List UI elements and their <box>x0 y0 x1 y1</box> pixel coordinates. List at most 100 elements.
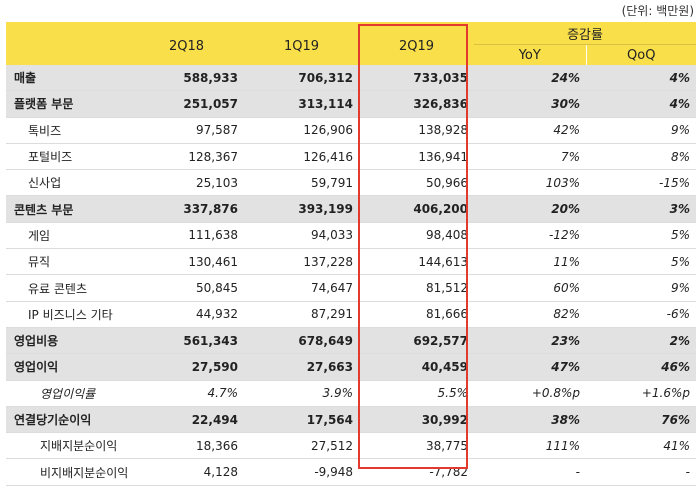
value-yoy: -12% <box>474 222 586 250</box>
value-2q18: 50,845 <box>129 274 244 302</box>
table-row: IP 비즈니스 기타 44,932 87,291 81,666 82% -6% <box>6 301 697 328</box>
table-row: 신사업 25,103 59,791 50,966 103% -15% <box>6 169 697 197</box>
value-2q18: 130,461 <box>129 248 244 276</box>
table-row: 뮤직 130,461 137,228 144,613 11% 5% <box>6 248 697 276</box>
value-2q19: 81,512 <box>359 274 474 302</box>
row-label: 뮤직 <box>6 248 129 276</box>
value-qoq: 46% <box>586 353 697 381</box>
value-1q19: 393,199 <box>244 195 359 223</box>
value-qoq: 5% <box>586 248 697 276</box>
value-2q19: 40,459 <box>359 353 474 381</box>
value-2q19: 136,941 <box>359 143 474 171</box>
row-label: 콘텐츠 부문 <box>6 195 129 223</box>
value-yoy: 20% <box>474 195 586 223</box>
value-qoq: 76% <box>586 406 697 434</box>
value-qoq: - <box>586 458 697 486</box>
value-1q19: 313,114 <box>244 90 359 118</box>
row-label: 유료 콘텐츠 <box>6 274 129 302</box>
value-2q18: 251,057 <box>129 90 244 118</box>
value-2q19: 81,666 <box>359 301 474 328</box>
row-label: 매출 <box>6 65 129 92</box>
value-2q19: 692,577 <box>359 327 474 355</box>
value-yoy: 103% <box>474 169 586 197</box>
value-2q18: 18,366 <box>129 432 244 460</box>
row-label: 신사업 <box>6 169 129 197</box>
header-2q18: 2Q18 <box>129 22 244 65</box>
value-yoy: 11% <box>474 248 586 276</box>
value-2q19: 38,775 <box>359 432 474 460</box>
value-qoq: 5% <box>586 222 697 250</box>
value-1q19: 87,291 <box>244 301 359 328</box>
value-2q18: 561,343 <box>129 327 244 355</box>
value-1q19: 706,312 <box>244 65 359 92</box>
value-qoq: 3% <box>586 195 697 223</box>
header-label-cell <box>6 22 129 65</box>
header-qoq: QoQ <box>586 44 697 65</box>
value-1q19: 74,647 <box>244 274 359 302</box>
financial-table: 2Q18 1Q19 2Q19 증감률 YoY QoQ 매출 588,933 70… <box>6 22 697 486</box>
value-2q19: 50,966 <box>359 169 474 197</box>
value-yoy: 7% <box>474 143 586 171</box>
value-qoq: 4% <box>586 65 697 92</box>
value-yoy: 24% <box>474 65 586 92</box>
row-label: 영업이익률 <box>6 380 129 407</box>
value-yoy: 60% <box>474 274 586 302</box>
table-row: 매출 588,933 706,312 733,035 24% 4% <box>6 65 697 92</box>
table-row: 게임 111,638 94,033 98,408 -12% 5% <box>6 222 697 250</box>
value-1q19: 678,649 <box>244 327 359 355</box>
value-yoy: 38% <box>474 406 586 434</box>
value-1q19: 27,512 <box>244 432 359 460</box>
table-row: 유료 콘텐츠 50,845 74,647 81,512 60% 9% <box>6 274 697 302</box>
value-1q19: 126,906 <box>244 117 359 144</box>
value-1q19: 94,033 <box>244 222 359 250</box>
table-row: 연결당기순이익 22,494 17,564 30,992 38% 76% <box>6 406 697 434</box>
value-2q18: 588,933 <box>129 65 244 92</box>
value-1q19: 126,416 <box>244 143 359 171</box>
value-1q19: 59,791 <box>244 169 359 197</box>
value-qoq: 8% <box>586 143 697 171</box>
unit-note: (단위: 백만원) <box>621 4 694 18</box>
value-2q18: 128,367 <box>129 143 244 171</box>
table-row: 포털비즈 128,367 126,416 136,941 7% 8% <box>6 143 697 171</box>
value-qoq: +1.6%p <box>586 380 697 407</box>
table-row: 플랫폼 부문 251,057 313,114 326,836 30% 4% <box>6 90 697 118</box>
value-2q18: 25,103 <box>129 169 244 197</box>
value-yoy: 47% <box>474 353 586 381</box>
row-label: IP 비즈니스 기타 <box>6 301 129 328</box>
value-2q18: 111,638 <box>129 222 244 250</box>
value-1q19: 27,663 <box>244 353 359 381</box>
value-yoy: 23% <box>474 327 586 355</box>
value-qoq: -6% <box>586 301 697 328</box>
value-qoq: 9% <box>586 117 697 144</box>
value-2q19: 98,408 <box>359 222 474 250</box>
value-2q18: 22,494 <box>129 406 244 434</box>
row-label: 영업이익 <box>6 353 129 381</box>
row-label: 포털비즈 <box>6 143 129 171</box>
value-1q19: 3.9% <box>244 380 359 407</box>
table-row: 톡비즈 97,587 126,906 138,928 42% 9% <box>6 117 697 144</box>
value-qoq: 4% <box>586 90 697 118</box>
value-yoy: 42% <box>474 117 586 144</box>
value-2q19: 406,200 <box>359 195 474 223</box>
value-yoy: +0.8%p <box>474 380 586 407</box>
header-1q19: 1Q19 <box>244 22 359 65</box>
value-2q19: 733,035 <box>359 65 474 92</box>
value-1q19: -9,948 <box>244 458 359 486</box>
value-yoy: - <box>474 458 586 486</box>
header-yoy: YoY <box>474 44 587 65</box>
row-label: 지배지분순이익 <box>6 432 129 460</box>
table-row: 영업비용 561,343 678,649 692,577 23% 2% <box>6 327 697 355</box>
value-qoq: 9% <box>586 274 697 302</box>
value-qoq: 41% <box>586 432 697 460</box>
value-qoq: -15% <box>586 169 697 197</box>
value-2q18: 27,590 <box>129 353 244 381</box>
row-label: 연결당기순이익 <box>6 406 129 434</box>
value-1q19: 17,564 <box>244 406 359 434</box>
value-qoq: 2% <box>586 327 697 355</box>
table-row: 영업이익률 4.7% 3.9% 5.5% +0.8%p +1.6%p <box>6 380 697 407</box>
row-label: 게임 <box>6 222 129 250</box>
row-label: 비지배지분순이익 <box>6 458 129 486</box>
header-2q19: 2Q19 <box>359 22 474 65</box>
value-2q19: 30,992 <box>359 406 474 434</box>
value-2q18: 44,932 <box>129 301 244 328</box>
